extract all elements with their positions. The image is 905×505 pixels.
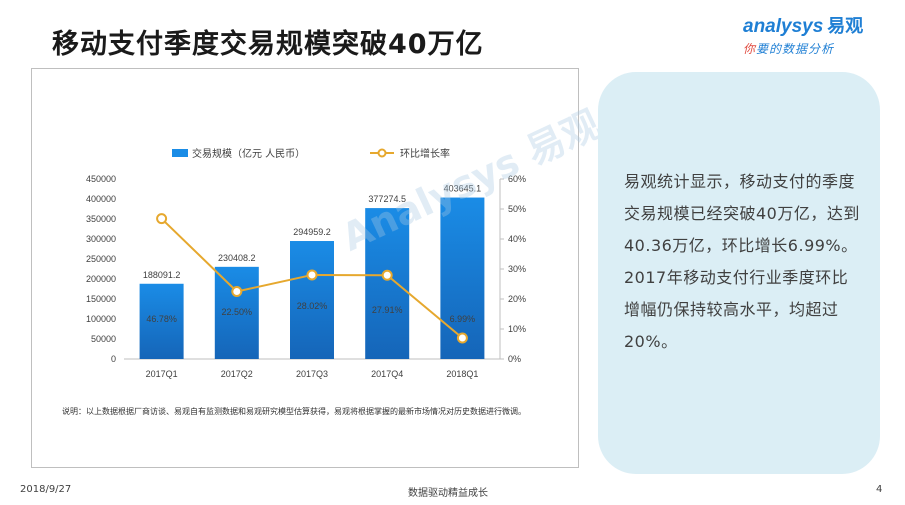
growth-rate-point (456, 332, 468, 344)
growth-rate-point (381, 269, 393, 281)
page-title: 移动支付季度交易规模突破40万亿 (52, 29, 484, 60)
y-tick-label-right: 30% (508, 264, 526, 274)
y-tick-label-left: 350000 (86, 214, 116, 224)
footer-slogan: 数据驱动精益成长 (408, 488, 488, 499)
y-tick-label-right: 60% (508, 174, 526, 184)
growth-rate-label: 46.78% (146, 314, 177, 324)
page-number: 4 (876, 484, 883, 495)
bar-value-label: 294959.2 (293, 227, 331, 237)
bar-2017Q1 (139, 283, 184, 359)
footer-date: 2018/9/27 (20, 484, 72, 495)
x-tick-label: 2017Q4 (371, 369, 403, 379)
bar-2017Q3 (290, 241, 334, 359)
logo-wordmark: analysys 易观 (743, 16, 864, 37)
legend-line-label: 环比增长率 (400, 147, 450, 160)
info-text: 易观统计显示，移动支付的季度交易规模已经突破40万亿，达到40.36万亿，环比增… (624, 172, 860, 351)
bar-2018Q1 (440, 197, 485, 359)
x-tick-label: 2017Q1 (146, 369, 178, 379)
bar-value-label: 403645.1 (444, 184, 482, 194)
y-tick-label-right: 10% (508, 324, 526, 334)
y-tick-label-left: 50000 (91, 334, 116, 344)
y-tick-label-right: 50% (508, 204, 526, 214)
legend-bar-swatch (172, 149, 188, 157)
growth-rate-point (306, 269, 318, 281)
info-panel: 易观统计显示，移动支付的季度交易规模已经突破40万亿，达到40.36万亿，环比增… (598, 72, 880, 474)
growth-rate-point (156, 213, 168, 225)
y-tick-label-left: 450000 (86, 174, 116, 184)
x-tick-label: 2017Q3 (296, 369, 328, 379)
growth-rate-label: 6.99% (450, 314, 476, 324)
y-tick-label-right: 0% (508, 354, 521, 364)
bar-value-label: 188091.2 (143, 270, 181, 280)
y-tick-label-right: 40% (508, 234, 526, 244)
growth-rate-point (231, 286, 243, 297)
brand-logo: analysys 易观 你要的数据分析 (743, 12, 883, 60)
y-tick-label-left: 0 (111, 354, 116, 364)
chart-frame: 0 50000 100000 150000 200000 250000 300000 3500… (31, 68, 579, 468)
y-tick-label-left: 150000 (86, 294, 116, 304)
y-tick-label-right: 20% (508, 294, 526, 304)
logo-tagline: 你要的数据分析 (743, 42, 835, 56)
growth-rate-label: 28.02% (297, 301, 328, 311)
legend-line-marker (377, 148, 387, 158)
legend-bar-label: 交易规模（亿元 人民币） (192, 147, 305, 160)
growth-rate-label: 27.91% (372, 305, 403, 315)
combo-chart: 0 50000 100000 150000 200000 250000 300000 3500… (86, 147, 526, 379)
y-tick-label-left: 300000 (86, 234, 116, 244)
y-tick-label-left: 200000 (86, 274, 116, 284)
y-tick-label-left: 100000 (86, 314, 116, 324)
growth-rate-label: 22.50% (222, 307, 253, 317)
bar-value-label: 230408.2 (218, 253, 256, 263)
y-tick-label-left: 250000 (86, 254, 116, 264)
bar-value-label: 377274.5 (368, 194, 406, 204)
chart-note: 说明：以上数据根据厂商访谈、易观自有监测数据和易观研究模型估算获得，易观将根据掌… (62, 407, 526, 416)
x-tick-label: 2018Q1 (446, 369, 478, 379)
bar-2017Q4 (365, 208, 410, 359)
bar-2017Q2 (214, 266, 259, 359)
x-tick-label: 2017Q2 (221, 369, 253, 379)
y-tick-label-left: 400000 (86, 194, 116, 204)
